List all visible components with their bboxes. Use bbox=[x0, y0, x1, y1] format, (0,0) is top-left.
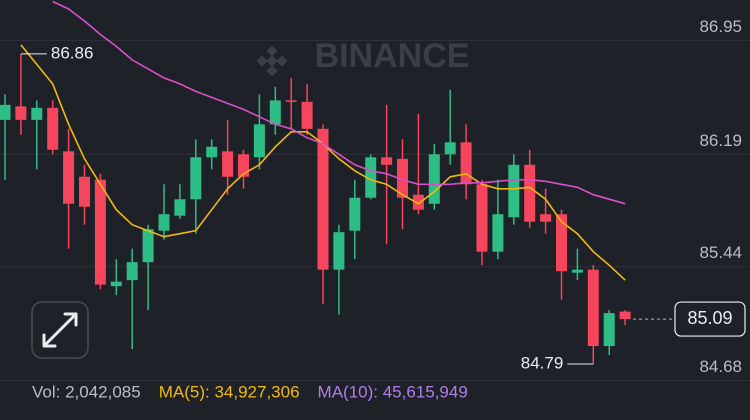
watermark-logo bbox=[256, 45, 288, 77]
candle-body bbox=[238, 154, 249, 177]
candle-body bbox=[190, 157, 202, 200]
candle-body bbox=[126, 262, 138, 281]
candle-body bbox=[365, 157, 377, 198]
candle-body bbox=[110, 281, 122, 287]
high-label: 86.86 bbox=[51, 43, 94, 62]
last-price-box bbox=[674, 301, 746, 337]
candle-body bbox=[0, 104, 11, 120]
candle-body bbox=[222, 151, 234, 177]
candle-body bbox=[381, 157, 393, 165]
candle-body bbox=[79, 176, 90, 207]
ma-line bbox=[52, 0, 626, 205]
watermark: BINANCE bbox=[315, 37, 470, 75]
candle-body bbox=[619, 311, 631, 320]
candle-body bbox=[174, 199, 186, 216]
candle-body bbox=[524, 164, 536, 222]
y-tick-label: 85.44 bbox=[699, 243, 742, 262]
y-tick-label: 86.95 bbox=[699, 17, 742, 36]
candle-body bbox=[333, 232, 345, 270]
footer-text: MA(10): 45,615,949 bbox=[318, 382, 468, 401]
candle-body bbox=[253, 124, 265, 158]
candle-body bbox=[476, 184, 488, 252]
footer-text: MA(5): 34,927,306 bbox=[159, 382, 300, 401]
footer-text: Vol: 2,042,085 bbox=[32, 382, 141, 401]
candle-body bbox=[317, 128, 329, 270]
candle-body bbox=[444, 142, 456, 155]
candle-body bbox=[508, 164, 520, 218]
candle-body bbox=[492, 214, 504, 252]
candle-body bbox=[301, 101, 313, 129]
candle-body bbox=[397, 158, 408, 198]
candle-body bbox=[158, 214, 170, 231]
candle-body bbox=[428, 154, 440, 204]
candle-body bbox=[603, 313, 615, 347]
y-tick-label: 84.68 bbox=[699, 357, 742, 376]
candle-body bbox=[94, 179, 106, 285]
candle-body bbox=[206, 146, 218, 158]
expand-button[interactable] bbox=[31, 301, 89, 359]
last-price-label: 85.09 bbox=[687, 308, 732, 328]
candle-body bbox=[142, 229, 154, 263]
candle-body bbox=[587, 269, 599, 347]
low-label: 84.79 bbox=[521, 354, 564, 373]
candle-body bbox=[285, 100, 297, 102]
y-tick-label: 86.19 bbox=[699, 131, 742, 150]
candle-body bbox=[31, 107, 43, 120]
candle-body bbox=[571, 269, 583, 273]
candle-body bbox=[269, 100, 281, 125]
candle-body bbox=[540, 214, 552, 222]
candle-body bbox=[412, 194, 424, 210]
candle-body bbox=[556, 214, 567, 272]
candle-body bbox=[460, 142, 472, 185]
candle-body bbox=[63, 151, 75, 204]
candle-body bbox=[47, 107, 59, 150]
candle-body bbox=[349, 197, 361, 231]
candle-body bbox=[15, 106, 27, 120]
